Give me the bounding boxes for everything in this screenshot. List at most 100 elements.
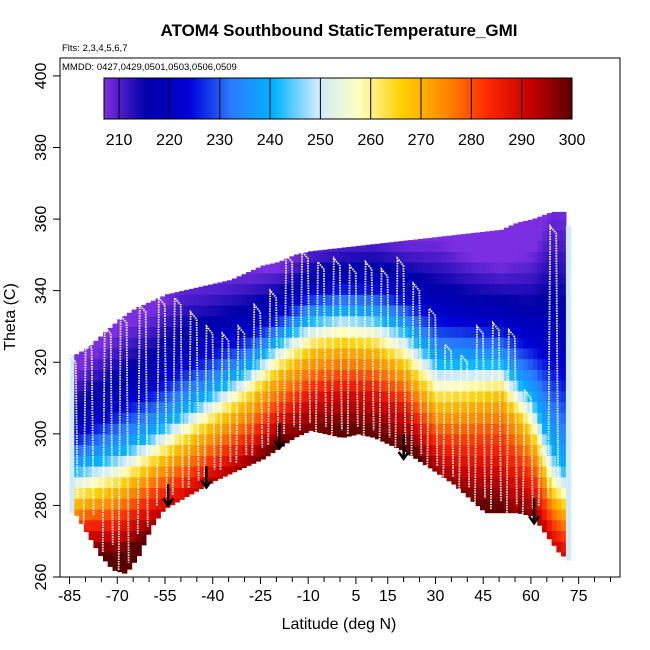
field-cell xyxy=(322,401,328,413)
field-cell xyxy=(441,305,448,317)
field-cell xyxy=(484,498,491,510)
field-cell xyxy=(246,444,252,456)
field-cell xyxy=(503,240,510,252)
field-cell xyxy=(145,347,152,360)
field-cell xyxy=(250,347,257,360)
field-cell xyxy=(279,380,285,392)
field-cell xyxy=(437,390,443,403)
field-cell xyxy=(418,283,424,295)
field-cell xyxy=(355,315,362,327)
field-cell xyxy=(551,272,557,285)
field-cell xyxy=(422,283,429,295)
field-cell xyxy=(274,433,281,446)
field-cell xyxy=(103,337,109,349)
field-cell xyxy=(441,455,448,467)
field-cell xyxy=(460,423,467,435)
field-cell xyxy=(212,390,219,403)
field-cell xyxy=(322,272,328,285)
field-cell xyxy=(332,358,338,370)
field-cell xyxy=(236,358,242,370)
field-cell xyxy=(508,455,514,467)
field-cell xyxy=(131,369,137,381)
field-cell xyxy=(303,283,309,295)
field-cell xyxy=(179,412,185,424)
field-cell xyxy=(141,444,147,456)
field-cell xyxy=(484,444,491,456)
field-cell xyxy=(375,326,381,338)
field-cell xyxy=(103,423,109,435)
field-cell xyxy=(122,358,128,370)
field-cell xyxy=(260,390,266,403)
field-cell xyxy=(69,476,75,489)
field-cell xyxy=(432,369,438,381)
field-cell xyxy=(389,242,395,252)
field-cell xyxy=(88,444,94,456)
field-cell xyxy=(561,326,567,338)
field-cell xyxy=(499,401,505,413)
field-cell xyxy=(136,487,142,499)
field-cell xyxy=(408,412,414,424)
field-cell xyxy=(398,305,405,317)
field-cell xyxy=(413,315,419,327)
field-cell xyxy=(532,423,538,435)
field-cell xyxy=(136,530,142,542)
field-cell xyxy=(470,466,476,478)
field-cell xyxy=(260,455,266,460)
field-cell xyxy=(231,337,238,349)
field-cell xyxy=(379,358,386,370)
field-cell xyxy=(241,326,247,338)
field-cell xyxy=(556,251,562,263)
field-cell xyxy=(227,347,233,360)
field-cell xyxy=(155,423,161,435)
field-cell xyxy=(103,541,109,553)
field-cell xyxy=(107,347,114,360)
field-cell xyxy=(270,390,276,403)
field-cell xyxy=(398,358,405,370)
field-cell xyxy=(308,283,314,295)
field-cell xyxy=(489,476,495,489)
field-cell xyxy=(131,476,137,489)
field-cell xyxy=(174,455,180,467)
field-cell xyxy=(427,347,433,360)
field-cell xyxy=(561,380,567,392)
field-cell xyxy=(537,315,543,327)
field-cell xyxy=(418,240,424,252)
field-cell xyxy=(103,476,109,489)
field-cell xyxy=(122,509,128,521)
field-cell xyxy=(260,315,266,327)
field-cell xyxy=(298,380,304,392)
field-cell xyxy=(494,380,500,392)
field-cell xyxy=(150,412,157,424)
field-cell xyxy=(379,243,386,252)
field-cell xyxy=(565,519,572,531)
field-cell xyxy=(289,433,295,441)
field-cell xyxy=(561,433,567,446)
field-cell xyxy=(341,247,347,252)
field-cell xyxy=(379,390,386,403)
field-cell xyxy=(222,283,228,295)
field-cell xyxy=(432,240,438,252)
field-cell xyxy=(332,294,338,306)
field-cell xyxy=(360,347,367,360)
field-cell xyxy=(537,262,543,274)
field-cell xyxy=(484,476,491,489)
field-cell xyxy=(322,251,328,263)
field-cell xyxy=(465,315,472,327)
field-cell xyxy=(160,347,166,360)
field-cell xyxy=(422,390,429,403)
field-cell xyxy=(418,238,424,242)
field-cell xyxy=(260,433,266,446)
field-cell xyxy=(408,251,414,263)
field-cell xyxy=(83,509,90,521)
field-cell xyxy=(484,283,491,295)
field-cell xyxy=(398,412,405,424)
field-cell xyxy=(341,283,347,295)
field-cell xyxy=(198,347,204,360)
field-cell xyxy=(551,433,557,446)
field-cell xyxy=(365,433,371,437)
field-cell xyxy=(499,337,505,349)
field-cell xyxy=(145,390,152,403)
field-cell xyxy=(188,476,195,489)
field-cell xyxy=(308,251,314,263)
field-cell xyxy=(336,380,343,392)
